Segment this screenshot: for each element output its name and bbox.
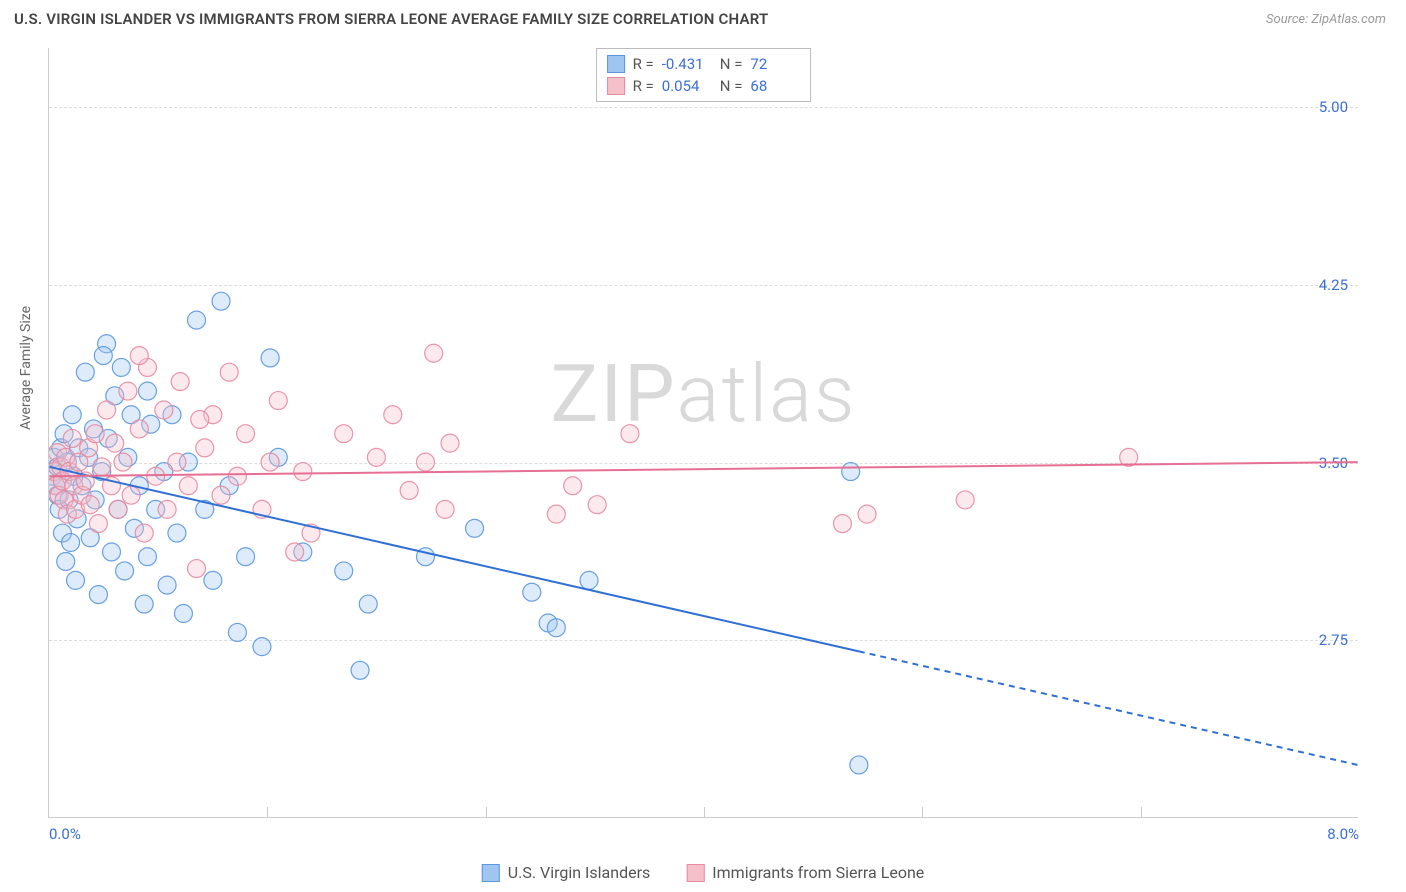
legend-swatch-blue bbox=[607, 55, 625, 73]
legend-stat-row-1: R = -0.431 N = 72 bbox=[607, 53, 801, 75]
chart-title: U.S. VIRGIN ISLANDER VS IMMIGRANTS FROM … bbox=[14, 10, 768, 28]
y-axis-label: Average Family Size bbox=[18, 306, 34, 430]
n-label-2: N = bbox=[720, 77, 743, 95]
legend-item-2: Immigrants from Sierra Leone bbox=[686, 863, 924, 882]
legend-stat-row-2: R = 0.054 N = 68 bbox=[607, 75, 801, 97]
legend-swatch-pink bbox=[607, 77, 625, 95]
chart-area: ZIPatlas R = -0.431 N = 72 R = 0.054 N =… bbox=[48, 48, 1358, 818]
source-label: Source: ZipAtlas.com bbox=[1266, 12, 1386, 27]
legend-bottom: U.S. Virgin Islanders Immigrants from Si… bbox=[482, 863, 925, 882]
legend-item-1: U.S. Virgin Islanders bbox=[482, 863, 651, 882]
plot-svg bbox=[49, 48, 1358, 817]
n-value-2: 68 bbox=[750, 77, 800, 95]
legend-stats-box: R = -0.431 N = 72 R = 0.054 N = 68 bbox=[596, 48, 812, 102]
x-tick-max: 8.0% bbox=[1327, 825, 1359, 843]
r-value-2: 0.054 bbox=[662, 77, 712, 95]
legend-label-2: Immigrants from Sierra Leone bbox=[712, 863, 924, 882]
n-value-1: 72 bbox=[750, 55, 800, 73]
r-label-1: R = bbox=[633, 55, 654, 73]
x-tick-min: 0.0% bbox=[49, 825, 81, 843]
legend-swatch-2 bbox=[686, 864, 704, 882]
header: U.S. VIRGIN ISLANDER VS IMMIGRANTS FROM … bbox=[0, 0, 1406, 36]
n-label-1: N = bbox=[720, 55, 743, 73]
legend-swatch-1 bbox=[482, 864, 500, 882]
r-label-2: R = bbox=[633, 77, 654, 95]
legend-label-1: U.S. Virgin Islanders bbox=[508, 863, 651, 882]
r-value-1: -0.431 bbox=[662, 55, 712, 73]
